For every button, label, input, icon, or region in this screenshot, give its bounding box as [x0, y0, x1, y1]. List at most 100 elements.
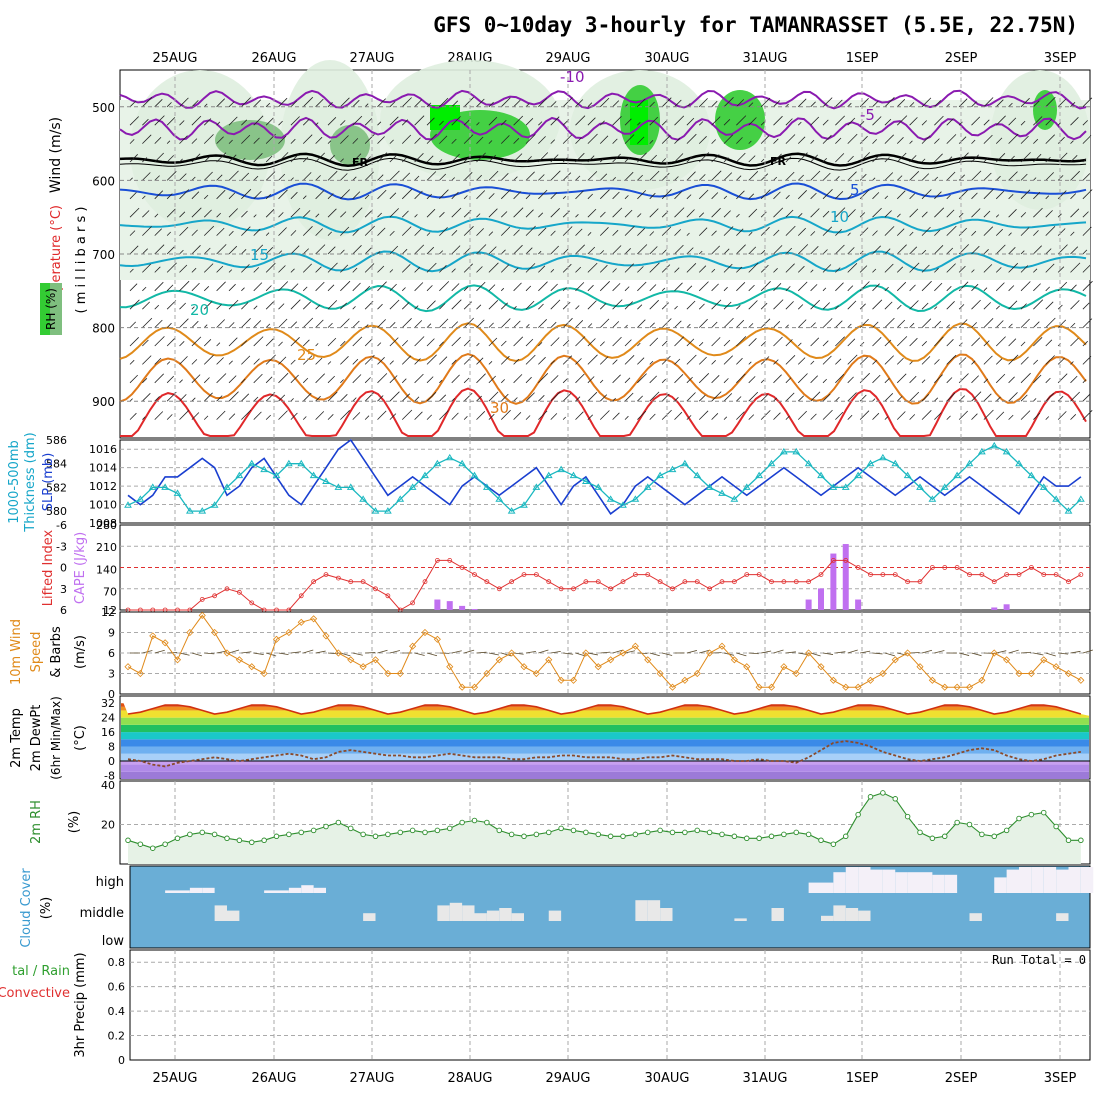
rh-marker	[471, 817, 478, 824]
wind-barb	[711, 321, 718, 328]
rh-marker	[397, 829, 404, 836]
wind-barb	[624, 263, 634, 273]
wind-barb	[1008, 232, 1012, 236]
temp-tick-label: 8	[108, 741, 115, 754]
wind-tick-label: 3	[108, 668, 115, 681]
lifted-marker	[571, 586, 576, 592]
wind-barb	[451, 299, 462, 310]
wind-barb	[872, 321, 879, 328]
wind-barb	[946, 225, 957, 236]
wind-barb	[983, 119, 990, 126]
wind-barb	[612, 229, 619, 236]
wind-barb	[637, 136, 645, 144]
wind-marker	[371, 656, 380, 664]
wind-barb	[934, 412, 942, 420]
wind-barb	[797, 319, 807, 328]
rh-marker	[991, 833, 998, 840]
lifted-marker	[608, 586, 614, 592]
wind-barb	[1033, 412, 1041, 420]
temp-content	[120, 697, 1090, 768]
wind-barb-10m	[525, 650, 537, 654]
wind-barb	[377, 395, 384, 402]
wind-barb	[476, 266, 483, 273]
wind-barb	[562, 248, 569, 255]
wind-barb	[1070, 193, 1077, 200]
lifted-marker	[1053, 572, 1059, 577]
mid-cloud-bar	[771, 908, 784, 921]
wind-marker	[161, 639, 169, 647]
thickness-marker	[643, 483, 652, 490]
wind-marker	[483, 669, 491, 678]
wind-barb	[463, 156, 470, 163]
wind-barb	[723, 339, 731, 347]
wind-barb	[439, 318, 449, 328]
wind-barb	[327, 322, 333, 328]
wind-barb	[562, 195, 566, 200]
precip-tick-label: 0.2	[108, 1030, 126, 1043]
wind-barb	[327, 170, 338, 181]
wind-barb	[241, 355, 251, 365]
rh-marker	[830, 841, 837, 847]
wind-barb	[1033, 374, 1042, 384]
wind-marker	[495, 656, 503, 664]
wind-barb	[228, 208, 238, 218]
wind-barb	[241, 134, 251, 144]
wind-barb	[736, 319, 745, 328]
wind-barb	[748, 323, 754, 328]
wind-barb	[377, 281, 387, 292]
wind-barb	[315, 343, 319, 347]
thickness-marker	[606, 495, 615, 502]
wind-barb	[872, 412, 880, 420]
wind-marker	[285, 628, 293, 637]
wind-marker	[1003, 656, 1011, 664]
rh-shade-blob	[130, 70, 270, 230]
wind-barb	[599, 356, 609, 365]
wind-barb	[760, 173, 769, 181]
wind-barb	[216, 281, 226, 292]
wind-barb	[785, 118, 793, 126]
wind-barb	[674, 153, 684, 163]
wind-barb	[414, 282, 424, 292]
wind-marker	[767, 683, 776, 691]
wind-barb	[637, 174, 643, 181]
wind-barb	[488, 154, 496, 163]
rh-marker	[273, 833, 280, 840]
wind-barb	[822, 287, 827, 292]
wind-barb-10m	[959, 652, 970, 656]
wind-barb	[958, 174, 965, 181]
wind-barb	[179, 173, 187, 181]
wind-barb	[166, 284, 174, 292]
wind-barb	[760, 302, 768, 310]
wind-barb	[835, 115, 845, 126]
wind-barb	[203, 247, 211, 255]
rh-marker	[187, 831, 193, 838]
wind-barb	[488, 322, 494, 328]
wind-barb-10m	[600, 651, 611, 654]
wind-barb	[451, 153, 460, 163]
wind-marker	[730, 656, 738, 664]
wind-barb	[253, 153, 263, 163]
wind-barb	[278, 120, 283, 126]
wind-barb	[661, 287, 666, 292]
wind-barb	[1057, 411, 1067, 420]
rh-marker	[818, 837, 824, 844]
wind-barb	[587, 414, 593, 420]
wind-barb	[500, 249, 506, 255]
wind-barb	[340, 226, 350, 236]
wind-barb-10m	[476, 651, 487, 654]
wind-barb	[797, 373, 808, 384]
thickness-marker	[891, 459, 900, 467]
wind-barb	[142, 355, 152, 365]
cape-tick-label: 12	[103, 604, 117, 617]
wind-barb	[624, 392, 634, 402]
wind-marker	[854, 683, 862, 691]
wind-barb	[859, 135, 868, 144]
high-cloud-bar	[189, 887, 203, 893]
wind-barb	[426, 193, 432, 200]
wind-barb	[686, 263, 697, 273]
wind-barb-10m	[662, 652, 673, 656]
wind-barb	[1057, 152, 1068, 163]
wind-barb	[1057, 319, 1067, 328]
wind-marker	[347, 656, 355, 664]
